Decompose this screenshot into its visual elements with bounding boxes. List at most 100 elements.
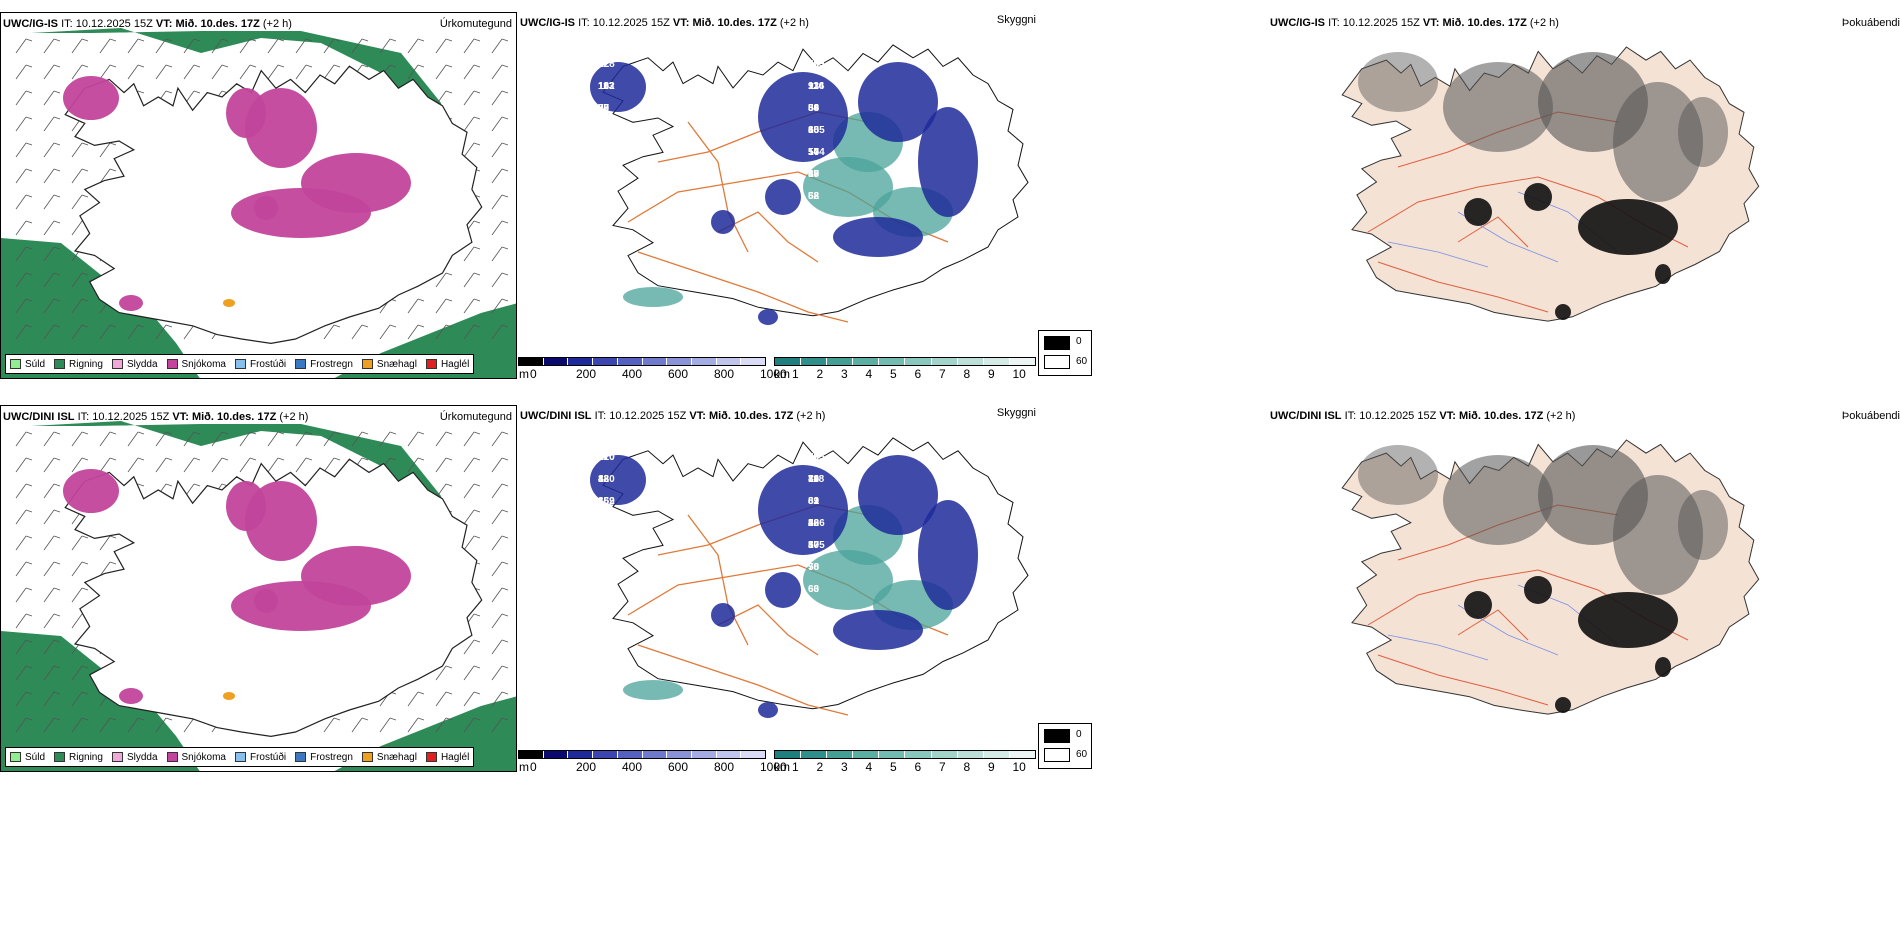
colorbar-cell [519, 358, 544, 365]
vt-label: VT: [689, 410, 706, 422]
cloud-base-label: 104 [808, 147, 825, 158]
colorbar-cell [853, 358, 880, 365]
colorbar-tick: 1 [792, 367, 799, 381]
legend-swatch [111, 752, 123, 762]
low-cloud-area [858, 455, 938, 535]
colorbar-cell [957, 358, 984, 365]
fog-map [1341, 46, 1760, 322]
vt-label: VT: [1439, 410, 1456, 422]
colorbar-cell [691, 751, 717, 758]
model-name: UWC/DINI ISL [1270, 410, 1342, 422]
lead-time: (+2 h) [779, 17, 809, 29]
colorbar-unit: km [774, 367, 790, 381]
low-visibility-area [623, 680, 683, 700]
colorbar-cell [801, 751, 828, 758]
dense-fog-area [1655, 264, 1671, 284]
model-name: UWC/DINI ISL [520, 410, 592, 422]
legend-label: Slydda [126, 358, 158, 370]
colorbar-unit: m [519, 367, 529, 381]
fog-key-light [1044, 748, 1070, 762]
colorbar-tick: 1000 [760, 367, 787, 381]
lead-time: (+2 h) [1546, 410, 1576, 422]
cloud-base-label: 56 [598, 125, 610, 136]
colorbar-cell [957, 751, 984, 758]
colorbar-tick: 4 [865, 760, 873, 774]
snow-area [119, 295, 143, 311]
legend-label: Slydda [126, 751, 158, 763]
init-time: 10.12.2025 15Z [1342, 17, 1420, 29]
cloud-base-label: 65 [598, 147, 610, 158]
colorbar-unit: m [519, 760, 529, 774]
legend-swatch [361, 752, 373, 762]
cloud-base-label: 136 [598, 235, 615, 246]
cloud-base-label: 52 [598, 518, 610, 529]
graupel-area [223, 692, 235, 700]
cloud-base-label: 35 [598, 191, 610, 202]
panel-header: UWC/IG-IS IT: 10.12.2025 15Z VT: Mið. 10… [1270, 17, 1559, 30]
low-cloud-area [590, 455, 646, 505]
cloud-base-label: 128 [598, 59, 615, 70]
colorbar-cell [667, 358, 692, 365]
colorbar-cell [568, 358, 594, 365]
rain-area-southwest [1, 238, 200, 378]
colorbar-tick: 5 [890, 367, 897, 381]
cloud-base-label: 88 [808, 169, 820, 180]
init-time: 10.12.2025 15Z [609, 410, 687, 422]
valid-time: Mið. 10.des. 17Z [708, 410, 794, 422]
cloud-base-label: 80 [808, 540, 820, 551]
legend-item: Súld [10, 359, 45, 370]
colorbar-cell [827, 751, 854, 758]
low-cloud-area [858, 62, 938, 142]
colorbar-cell [775, 358, 802, 365]
cloud-base-label: 79 [598, 103, 610, 114]
cloud-base-label: 79 [808, 474, 820, 485]
colorbar-tick: 8 [963, 367, 971, 381]
colorbar-cells [774, 357, 1036, 366]
cloud-base-label: 72 [598, 540, 610, 551]
fog-indicator-panel: UWC/DINI ISL IT: 10.12.2025 15Z VT: Mið.… [1038, 405, 1900, 775]
cloud-base-label: 83 [598, 125, 610, 136]
legend-swatch [295, 359, 307, 369]
colorbar-cell [879, 358, 906, 365]
fog-shading [1678, 490, 1728, 560]
cloud-base-label: 46 [808, 606, 820, 617]
cloud-base-label: 83 [598, 474, 610, 485]
colorbar-cell [716, 751, 742, 758]
cloud-base-labels: 92 58 18 93 79 34 56 65 65 54 69 67 35 52 95 84 136 108 12… [598, 59, 825, 246]
cloud-base-label: 105 [598, 584, 615, 595]
colorbar-tick: 600 [668, 760, 689, 774]
fog-key-dark-label: 0 [1076, 729, 1082, 740]
colorbar-cell [931, 751, 958, 758]
fog-key-dark-label: 0 [1076, 336, 1082, 347]
fog-indicator-panel: UWC/IG-IS IT: 10.12.2025 15Z VT: Mið. 10… [1038, 12, 1900, 382]
cloud-base-label: 42 [598, 59, 610, 70]
colorbar-tick: 6 [914, 367, 922, 381]
cloud-base-label: 105 [808, 540, 825, 551]
cloud-base-label: 411 [598, 169, 615, 180]
low-cloud-area [758, 465, 848, 555]
legend-item: Snjókoma [166, 359, 226, 370]
cloud-base-label: 45 [598, 606, 610, 617]
it-label: IT: [594, 410, 607, 422]
cloud-base-label: 160 [808, 628, 825, 639]
cloud-base-label: 155 [808, 59, 825, 70]
colorbar-cell [568, 751, 594, 758]
colorbar-cell [801, 358, 828, 365]
cloud-base-label: 118 [808, 474, 825, 485]
colorbar-tick: 7 [939, 760, 946, 774]
cloud-base-label: 18 [598, 81, 610, 92]
cloud-base-label: 53 [598, 584, 610, 595]
cloud-base-label: 81 [808, 496, 820, 507]
model-name: UWC/IG-IS [3, 18, 58, 30]
colorbar-cell [775, 751, 802, 758]
cloud-base-label: 76 [598, 103, 610, 114]
snow-area [119, 688, 143, 704]
legend-swatch [111, 359, 123, 369]
fog-key-dark [1044, 729, 1070, 743]
colorbar-tick: 7 [939, 367, 946, 381]
dense-fog-area [1578, 199, 1678, 255]
snow-area [254, 196, 278, 220]
cloud-base-label: 70 [808, 213, 820, 224]
fog-shading [1443, 62, 1553, 152]
colorbar-cell [543, 751, 569, 758]
